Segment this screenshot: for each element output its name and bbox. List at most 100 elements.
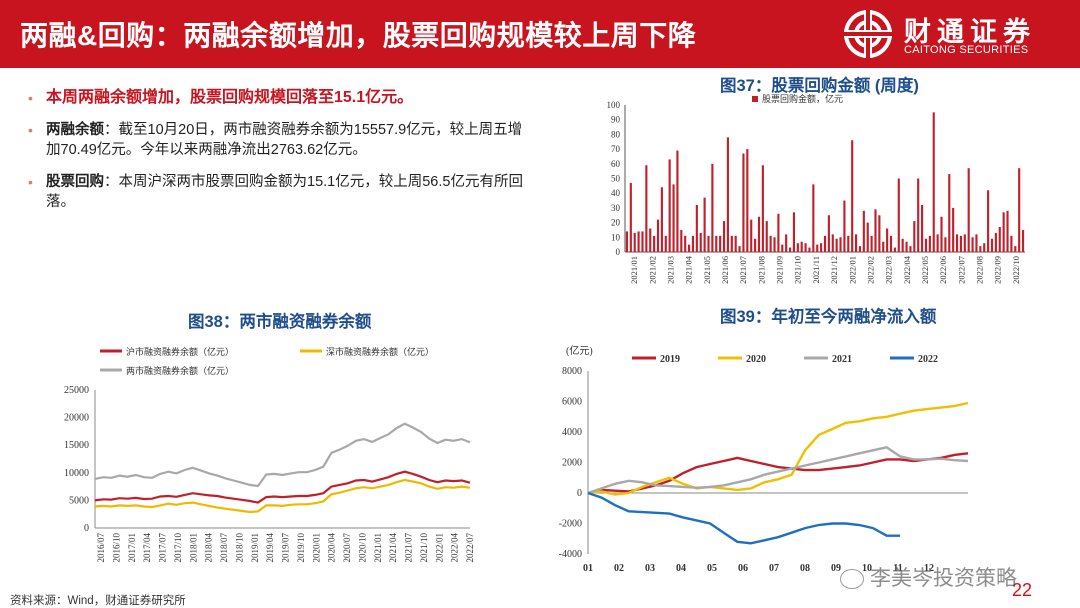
bar (874, 209, 877, 252)
bar (971, 237, 974, 252)
bullet-item: • 股票回购：本周沪深两市股票回购金额为15.1亿元，较上周56.5亿元有所回落… (28, 172, 528, 212)
x-tick-label: 2022/07 (956, 256, 966, 284)
fig38-title: 图38：两市融资融券余额 (188, 313, 372, 331)
bar (932, 112, 935, 252)
legend-label: 2019 (660, 354, 680, 365)
y-tick-label: 20000 (64, 413, 89, 424)
bar (901, 238, 904, 252)
bar (738, 246, 741, 252)
bar (641, 231, 644, 252)
bar (870, 235, 873, 252)
bar (672, 184, 675, 252)
x-tick-label: 2021/07 (738, 256, 748, 284)
bar (940, 216, 943, 252)
bar (688, 244, 691, 252)
x-tick-label: 08 (800, 563, 810, 574)
bar (975, 234, 978, 252)
bar (792, 212, 795, 252)
bar (827, 215, 830, 252)
y-tick-label: 100 (607, 100, 621, 110)
bar (1002, 212, 1005, 252)
x-tick-label: 2018/10 (234, 533, 244, 563)
bar (726, 137, 729, 252)
x-tick-label: 2017/04 (142, 533, 152, 563)
x-tick-label: 2019/04 (265, 533, 275, 563)
y-unit-label: (亿元) (566, 344, 593, 357)
legend-label: 沪市融资融券余额（亿元） (126, 346, 234, 357)
bar (703, 197, 706, 252)
series-line (94, 422, 471, 488)
bar (944, 237, 947, 252)
x-tick-label: 2021/07 (404, 533, 414, 563)
x-tick-label: 05 (707, 563, 717, 574)
x-tick-label: 2021/09 (775, 256, 785, 284)
x-tick-label: 10 (862, 563, 872, 574)
bullet-item: • 本周两融余额增加，股票回购规模回落至15.1亿元。 (28, 88, 528, 108)
logo-text-en: CAITONG SECURITIES (904, 44, 1029, 56)
x-tick-label: 03 (645, 563, 655, 574)
x-tick-label: 06 (738, 563, 748, 574)
x-tick-label: 2019/01 (250, 533, 260, 563)
legend-label: 股票回购金额，亿元 (762, 93, 843, 104)
bar (699, 232, 702, 252)
bullet-label-margin: 两融余额 (46, 122, 104, 138)
x-tick-label: 2021/04 (388, 533, 398, 563)
x-tick-label: 2022/10 (1011, 256, 1021, 284)
bar (808, 247, 811, 252)
y-tick-label: 20 (611, 218, 621, 228)
bar (676, 150, 679, 252)
header-bar: 两融&回购：两融余额增加，股票回购规模较上周下降 财通证券 CAITONG SE… (0, 0, 1080, 68)
x-tick-label: 12 (924, 563, 934, 574)
bullet-headline: 本周两融余额增加，股票回购规模回落至15.1亿元。 (46, 89, 414, 106)
x-tick-label: 2022/08 (975, 256, 985, 284)
x-tick-label: 2021/10 (419, 533, 429, 563)
x-tick-label: 2018/01 (188, 533, 198, 563)
bar (936, 234, 939, 252)
y-tick-label: 50 (611, 174, 621, 184)
x-tick-label: 2020/04 (327, 533, 337, 563)
page-number: 22 (1012, 580, 1033, 600)
bar (858, 246, 862, 252)
bar (839, 237, 842, 252)
series-line (587, 446, 969, 495)
bar (1006, 210, 1009, 252)
x-tick-label: 2021/06 (720, 256, 730, 284)
y-tick-label: 0 (84, 523, 89, 534)
y-tick-label: 40 (611, 188, 621, 198)
bullet-dot-icon: • (28, 122, 33, 138)
bar (785, 234, 788, 252)
page-title: 两融&回购：两融余额增加，股票回购规模较上周下降 (20, 20, 697, 51)
bullet-dot-icon: • (28, 174, 33, 190)
series-line (587, 452, 969, 495)
bar (820, 243, 823, 252)
y-tick-label: 15000 (64, 440, 89, 451)
y-tick-label: 2000 (562, 458, 582, 469)
bar (730, 235, 733, 252)
x-tick-label: 04 (676, 563, 686, 574)
x-tick-label: 2016/10 (111, 533, 121, 563)
x-tick-label: 2020/10 (357, 533, 367, 563)
logo-emblem-icon (844, 10, 892, 58)
bar (788, 247, 792, 252)
bar (855, 234, 858, 252)
x-tick-label: 01 (583, 563, 593, 574)
bar (633, 232, 636, 252)
logo-text-cn: 财通证券 (904, 17, 1036, 47)
bar (664, 235, 667, 252)
bar (656, 219, 660, 252)
bar (893, 247, 896, 252)
y-tick-label: 10000 (64, 468, 89, 479)
bar (800, 241, 803, 252)
margin-inflow-line-chart: (亿元) -4000 -2000 0 2000 4000 6000 8000 01 02 03 04 0… (559, 344, 969, 574)
bar (886, 228, 889, 252)
bar (765, 221, 768, 252)
bar (707, 235, 710, 252)
bar (921, 204, 924, 252)
x-tick-label: 2022/06 (938, 256, 948, 284)
bar (719, 235, 722, 252)
series-line (587, 491, 901, 545)
company-logo: 财通证券 CAITONG SECURITIES (842, 8, 1052, 60)
x-tick-label: 02 (614, 563, 624, 574)
bar (959, 235, 962, 252)
x-tick-label: 2022/03 (884, 256, 894, 284)
